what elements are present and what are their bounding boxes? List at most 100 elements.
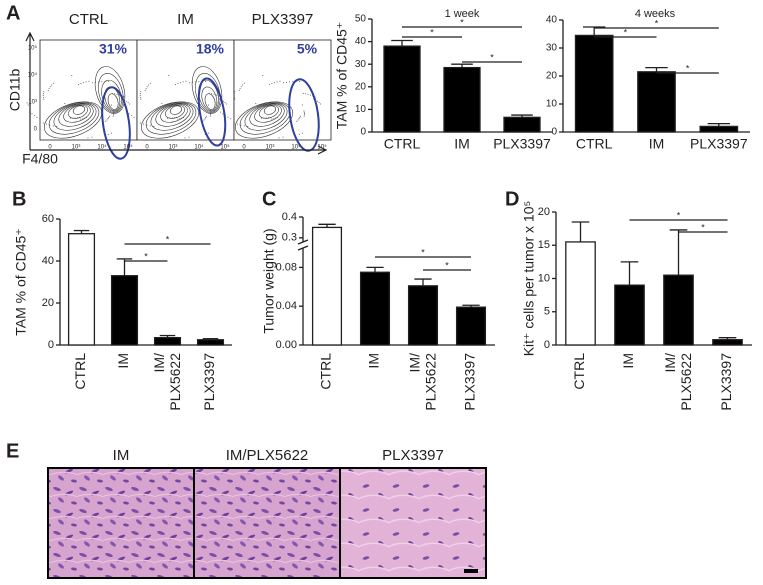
bar [311,226,343,346]
event-dot [52,125,54,127]
event-dot [26,102,28,104]
contour [201,86,218,111]
event-dot [289,81,291,83]
event-dot [209,114,211,116]
y-tick-label: 50 [355,14,367,25]
event-dot [230,118,232,120]
event-dot [188,136,190,138]
panel-label: C [262,188,276,210]
y-tick-label: 10 [538,272,550,284]
event-dot [43,91,45,93]
image-title: IM [113,447,130,464]
event-dot [149,125,151,127]
event-dot [303,110,305,112]
x-tick-label: IM [115,353,131,369]
image-title: PLX3397 [382,447,444,464]
event-dot [243,125,245,127]
event-dot [238,89,240,91]
x-tick-label: CTRL [384,136,421,152]
bar [455,306,487,346]
bar [574,34,614,133]
event-dot [205,81,207,83]
event-dot [209,115,211,117]
event-dot [173,117,175,119]
histology-image [193,467,341,579]
event-dot [224,102,226,104]
panel-label: D [505,188,519,210]
event-dot [205,117,207,119]
event-dot [234,91,236,93]
contours [123,66,228,139]
event-dot [204,118,206,120]
histology-panel: E IM IM/PLX5622 PLX3397 [6,440,487,579]
event-dot [105,120,107,122]
y-tick-label: 10⁴ [28,72,38,79]
contour [72,105,86,115]
event-dot [242,84,244,86]
event-dot [49,86,51,88]
y-tick-label: 20 [546,71,558,82]
contour [107,93,119,110]
significance-label: * [144,251,148,261]
event-dot [112,115,114,117]
x-tick-label: 10⁵ [220,144,230,151]
event-dot [123,96,125,98]
event-dot [56,126,58,128]
significance-label: * [686,63,690,73]
event-dot [205,115,207,117]
chart-title: 4 weeks [635,8,676,20]
contour [98,73,124,113]
event-dot [98,81,100,83]
contour [94,66,126,114]
event-dot [49,124,51,126]
event-dot [208,92,210,94]
event-dot [42,94,44,96]
event-dot [85,81,87,83]
x-tick-label: 0 [48,145,52,151]
event-dot [218,95,220,97]
bar [663,274,694,346]
event-dot [123,102,125,104]
event-dot [182,81,184,83]
x-tick-label: 10³ [169,145,178,151]
contour [191,66,223,114]
event-dot [320,103,322,105]
significance-label: * [430,27,434,37]
y-tick-label: 0 [34,127,38,133]
event-dot [169,117,171,119]
significance-label: * [677,210,681,220]
event-dot [101,81,103,83]
y-axis-label: CD11b [7,69,23,112]
y-tick-label: 0.00 [276,339,297,351]
x-tick-label: 10³ [266,145,275,151]
event-dot [87,137,89,139]
event-dot [139,93,141,95]
event-dot [195,81,197,83]
y-tick-label: 0 [551,127,557,138]
y-axis-label: TAM % of CD45⁺ [13,228,29,336]
event-dot [209,112,211,114]
y-tick-label: 5 [544,306,550,318]
event-dot [302,92,304,94]
event-dot [279,80,281,82]
event-dot [52,82,54,84]
event-dot [82,118,84,120]
panel-label: A [6,2,20,24]
event-dot [233,122,235,124]
x-tick-label: PLX3397 [690,136,748,152]
event-dot [262,74,264,76]
contour [244,102,288,131]
event-dot [88,80,90,82]
event-dot [292,81,294,83]
event-dot [233,93,235,95]
significance-label: * [421,247,425,257]
y-tick-label: 20 [355,81,367,92]
x-tick-label: IM/PLX5622 [406,353,438,411]
event-dot [27,104,29,106]
event-dot [177,118,179,120]
event-dot [64,102,66,104]
x-tick-label: IM/PLX5622 [151,353,183,411]
event-dot [301,104,303,106]
event-dot [192,81,194,83]
